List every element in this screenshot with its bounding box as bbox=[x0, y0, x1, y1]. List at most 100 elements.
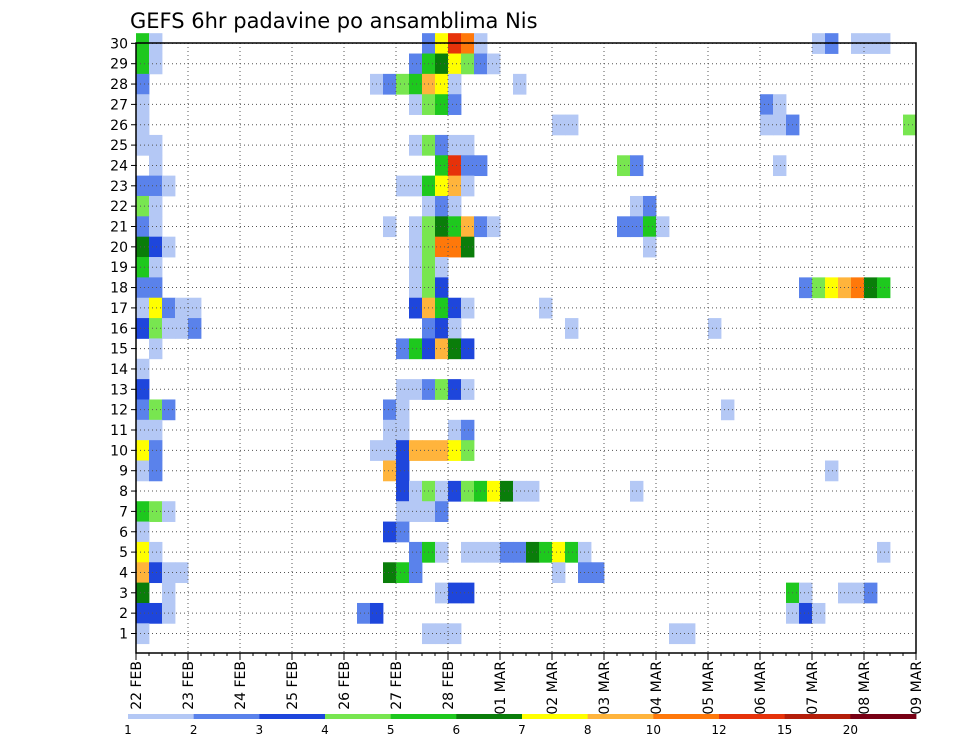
heat-cell bbox=[136, 216, 150, 238]
colorbar-swatch bbox=[456, 714, 523, 719]
heat-cell bbox=[435, 155, 449, 177]
colorbar-label: 2 bbox=[190, 723, 198, 737]
heat-cell bbox=[136, 521, 150, 543]
heat-cell bbox=[500, 541, 514, 563]
heat-cell bbox=[448, 155, 462, 177]
colorbar-swatch bbox=[850, 714, 917, 719]
heat-cell bbox=[136, 358, 150, 380]
heat-cell bbox=[409, 73, 423, 95]
y-axis: 1234567891011121314151617181920212223242… bbox=[110, 36, 136, 643]
heat-cell bbox=[396, 379, 410, 400]
heat-cell bbox=[448, 338, 462, 360]
colorbar: 1 2 3 4 5 6 7 8 10 12 15 20 bbox=[124, 714, 917, 737]
heat-cell bbox=[149, 257, 163, 278]
heat-cell bbox=[136, 623, 150, 645]
colorbar-swatch bbox=[653, 714, 720, 719]
heat-cell bbox=[435, 94, 449, 115]
x-tick-label: 09 MAR bbox=[909, 661, 925, 715]
heat-cell bbox=[383, 460, 397, 482]
heat-cell bbox=[825, 277, 839, 299]
heat-cell bbox=[175, 297, 189, 319]
heat-cell bbox=[773, 94, 787, 115]
heat-cell bbox=[461, 338, 475, 360]
heat-cell bbox=[851, 277, 865, 299]
heat-cell bbox=[461, 216, 475, 238]
heat-cell bbox=[461, 236, 475, 258]
y-tick-label: 5 bbox=[119, 545, 128, 561]
heat-cell bbox=[136, 236, 150, 258]
heat-cell bbox=[812, 277, 826, 299]
heat-cell bbox=[721, 399, 735, 421]
x-tick-label: 25 FEB bbox=[285, 661, 301, 710]
heat-cell bbox=[136, 582, 150, 604]
heat-cell bbox=[149, 236, 163, 258]
heat-cell bbox=[435, 134, 449, 156]
heat-cell bbox=[461, 175, 475, 197]
heat-cell bbox=[149, 53, 163, 75]
heat-cell bbox=[396, 501, 410, 522]
y-tick-label: 18 bbox=[110, 281, 128, 297]
y-tick-label: 16 bbox=[110, 321, 128, 337]
x-axis: 22 FEB 23 FEB 24 FEB 25 FEB 26 FEB 27 FEB 28 F… bbox=[129, 653, 925, 715]
y-tick-label: 14 bbox=[110, 362, 128, 378]
heat-cell bbox=[552, 114, 566, 136]
heat-cell bbox=[409, 562, 423, 584]
heat-cell bbox=[448, 53, 462, 75]
heat-cell bbox=[903, 114, 917, 136]
heat-cell bbox=[149, 541, 163, 563]
colorbar-label: 5 bbox=[387, 723, 395, 737]
y-tick-label: 25 bbox=[110, 138, 128, 154]
heat-cell bbox=[669, 623, 683, 645]
heat-cell bbox=[448, 297, 462, 319]
y-tick-label: 3 bbox=[119, 586, 128, 602]
heat-cell bbox=[656, 216, 670, 238]
heat-cell bbox=[435, 73, 449, 95]
heat-cell bbox=[461, 541, 475, 563]
y-tick-label: 28 bbox=[110, 77, 128, 93]
x-tick-label: 05 MAR bbox=[701, 661, 717, 715]
colorbar-label: 20 bbox=[843, 723, 858, 737]
heat-cell bbox=[461, 134, 475, 156]
heat-cell bbox=[435, 175, 449, 197]
heat-cell bbox=[396, 175, 410, 197]
heat-cell bbox=[383, 562, 397, 584]
heat-cell bbox=[799, 277, 813, 299]
heat-cell bbox=[617, 155, 631, 177]
x-tick-label: 24 FEB bbox=[233, 661, 249, 710]
heat-cell bbox=[851, 582, 865, 604]
heat-cell bbox=[409, 338, 423, 360]
heat-cell bbox=[136, 297, 150, 319]
x-tick-label: 28 FEB bbox=[441, 661, 457, 710]
colorbar-swatch bbox=[719, 714, 786, 719]
y-tick-label: 24 bbox=[110, 158, 128, 174]
heat-cell bbox=[149, 318, 163, 339]
colorbar-label: 15 bbox=[777, 723, 792, 737]
colorbar-label: 12 bbox=[711, 723, 726, 737]
colorbar-label: 6 bbox=[453, 723, 461, 737]
heat-cell bbox=[487, 541, 501, 563]
heat-cell bbox=[643, 195, 657, 217]
heat-cell bbox=[487, 53, 501, 75]
heat-cell bbox=[435, 318, 449, 339]
x-tick-label: 08 MAR bbox=[857, 661, 873, 715]
heat-cell bbox=[435, 541, 449, 563]
colorbar-label: 4 bbox=[321, 723, 329, 737]
y-tick-label: 15 bbox=[110, 342, 128, 358]
heat-cell bbox=[149, 297, 163, 319]
heat-cell bbox=[149, 338, 163, 360]
y-tick-label: 20 bbox=[110, 240, 128, 256]
heat-cell bbox=[461, 297, 475, 319]
heat-cell bbox=[760, 114, 774, 136]
heat-cell bbox=[435, 277, 449, 299]
heat-cell bbox=[877, 541, 891, 563]
x-tick-label: 01 MAR bbox=[493, 661, 509, 715]
heat-cell bbox=[448, 236, 462, 258]
heat-cell bbox=[409, 236, 423, 258]
heat-cell bbox=[435, 379, 449, 400]
heat-cell bbox=[149, 602, 163, 624]
heat-cell bbox=[409, 501, 423, 522]
heat-cell bbox=[643, 236, 657, 258]
colorbar-swatch bbox=[784, 714, 851, 719]
heat-cell bbox=[136, 440, 150, 461]
y-tick-label: 2 bbox=[119, 606, 128, 622]
